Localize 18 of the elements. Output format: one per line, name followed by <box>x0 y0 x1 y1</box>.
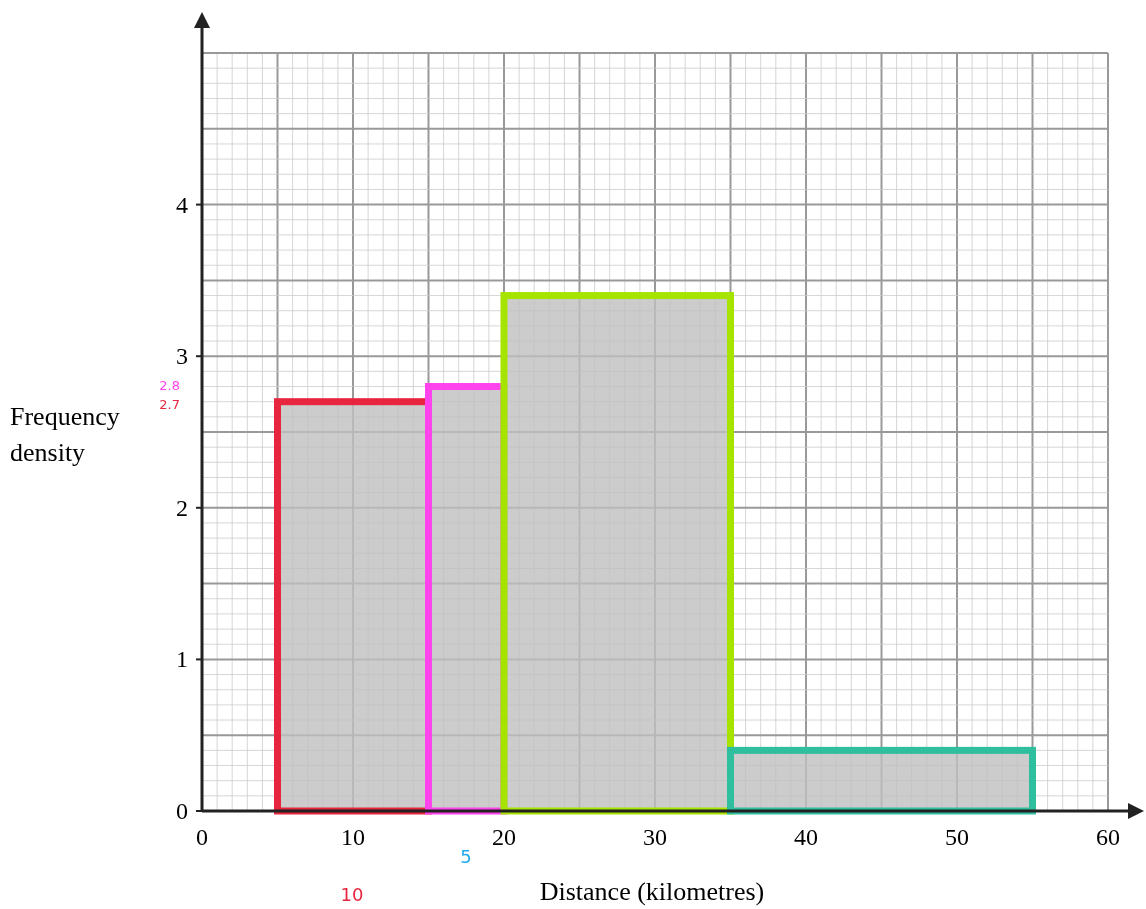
x-tick-label: 50 <box>945 824 969 850</box>
y-tick-label: 2 <box>176 494 188 521</box>
x-tick-label: 60 <box>1096 824 1120 850</box>
y-axis-title: Frequency density <box>10 402 120 467</box>
y-tick-label: 1 <box>176 646 188 673</box>
text: 2.8 <box>159 378 180 393</box>
x-tick-label: 40 <box>794 824 818 850</box>
text: 5 <box>460 846 472 867</box>
x-tick-label: 0 <box>196 824 208 850</box>
y-tick-label: 0 <box>176 798 188 824</box>
x-tick-label: 20 <box>492 824 516 850</box>
text: 2.7 <box>159 397 180 412</box>
text: 10 <box>340 884 364 905</box>
y-tick-label: 4 <box>176 191 188 218</box>
x-axis-title: Distance (kilometres) <box>539 877 765 906</box>
x-tick-label: 30 <box>643 824 667 850</box>
x-tick-label: 10 <box>341 824 365 850</box>
y-tick-label: 3 <box>176 343 188 370</box>
